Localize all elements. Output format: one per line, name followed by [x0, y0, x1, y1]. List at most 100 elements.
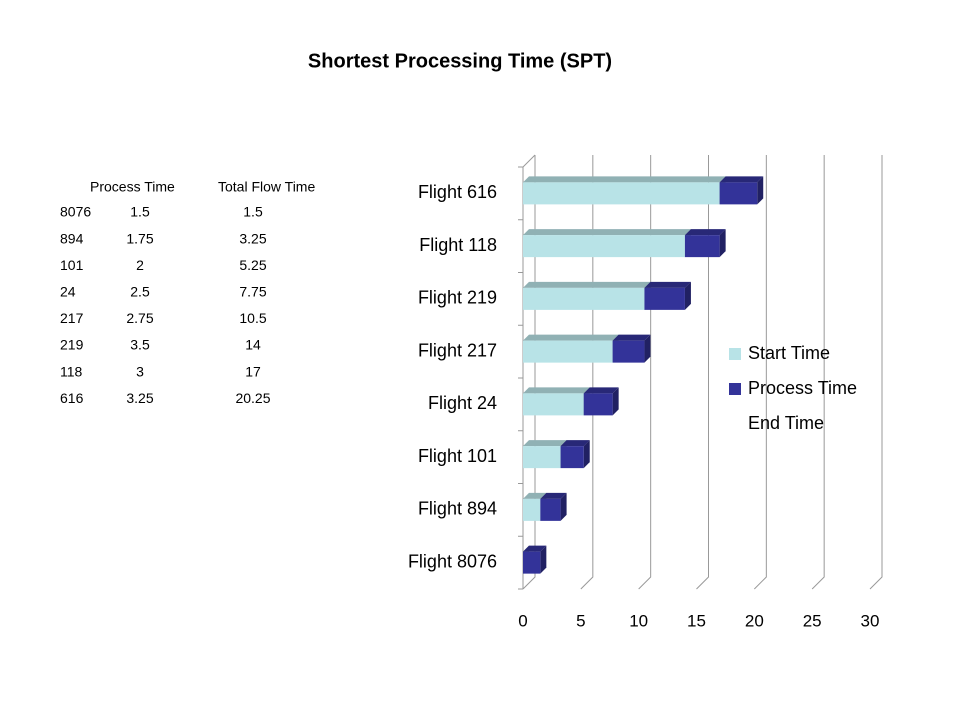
y-tick-label: Flight 894 [418, 499, 497, 519]
bar-top [612, 334, 651, 341]
bar [540, 492, 567, 521]
bar-side [757, 176, 764, 205]
x-tick-label: 30 [861, 611, 880, 630]
table-cell: 217 [60, 310, 84, 326]
table-cell: 894 [60, 230, 84, 246]
bar-top [523, 387, 590, 394]
bar-top [523, 229, 691, 236]
table-cell: 8076 [60, 204, 91, 220]
table-header: Total Flow Time [218, 179, 315, 195]
bar-top [523, 176, 726, 183]
bar-front [560, 446, 584, 469]
chart-title: Shortest Processing Time (SPT) [308, 50, 612, 72]
y-tick-label: Flight 217 [418, 340, 497, 360]
legend-swatch [729, 348, 741, 360]
bar-side [644, 334, 651, 363]
table-cell: 616 [60, 390, 84, 406]
y-tick-label: Flight 219 [418, 288, 497, 308]
bar-top [523, 440, 567, 447]
bar-front [612, 340, 645, 363]
legend-label: Process Time [748, 378, 857, 398]
bar-front [523, 182, 720, 205]
table-cell: 5.25 [239, 257, 266, 273]
bar-front [523, 446, 561, 469]
bar [523, 387, 590, 416]
table-cell: 3.25 [126, 390, 153, 406]
bar-top [523, 281, 651, 288]
bar-side [684, 281, 691, 310]
bar-side [719, 229, 726, 258]
bar [523, 229, 691, 258]
legend-swatch [729, 383, 741, 395]
bar [612, 334, 651, 363]
y-tick-label: Flight 118 [419, 235, 497, 255]
bar-front [583, 393, 613, 416]
bar [583, 387, 619, 416]
legend-label: End Time [748, 413, 824, 433]
y-tick-label: Flight 24 [428, 393, 497, 413]
bar-front [523, 498, 541, 521]
bar [523, 334, 619, 363]
x-tick-label: 0 [518, 611, 527, 630]
bar-front [523, 393, 584, 416]
bar-front [523, 235, 685, 258]
table-cell: 7.75 [239, 284, 266, 300]
bar-top [523, 334, 619, 341]
bar-front [644, 287, 685, 310]
bar-top [523, 545, 547, 552]
grid-line [580, 155, 594, 590]
bar-top [684, 229, 726, 236]
table-cell: 219 [60, 337, 84, 353]
grid-line [638, 155, 652, 590]
bar [523, 440, 567, 469]
bar-top [644, 281, 691, 288]
grid-line [811, 155, 825, 590]
bar-front [523, 551, 541, 574]
table-cell: 2.75 [126, 310, 153, 326]
y-tick-label: Flight 616 [418, 182, 497, 202]
table-cell: 118 [60, 363, 83, 379]
grid-line [869, 155, 883, 590]
x-tick-label: 25 [803, 611, 822, 630]
y-tick-label: Flight 101 [418, 446, 497, 466]
grid-line [522, 155, 536, 590]
y-tick-label: Flight 8076 [408, 551, 497, 571]
bar [523, 176, 726, 205]
bar [523, 281, 651, 310]
table-cell: 20.25 [235, 390, 270, 406]
bar [523, 545, 547, 574]
bar-side [583, 440, 590, 469]
bar [644, 281, 691, 310]
bar [560, 440, 590, 469]
table-cell: 1.5 [243, 204, 263, 220]
table-cell: 17 [245, 363, 261, 379]
axis-line [522, 154, 536, 168]
bar-front [684, 235, 720, 258]
table-cell: 1.5 [130, 204, 150, 220]
table-cell: 3.5 [130, 337, 150, 353]
bar-side [612, 387, 619, 416]
table-cell: 3 [136, 363, 144, 379]
table-cell: 1.75 [126, 230, 153, 246]
bar-front [523, 340, 613, 363]
x-tick-label: 10 [629, 611, 648, 630]
table-cell: 14 [245, 337, 261, 353]
bar-top [523, 492, 547, 499]
bar-side [560, 492, 567, 521]
bar-top [540, 492, 567, 499]
table-cell: 24 [60, 284, 76, 300]
bar-top [719, 176, 764, 183]
x-tick-label: 5 [576, 611, 585, 630]
bar [719, 176, 764, 205]
x-tick-label: 20 [745, 611, 764, 630]
table-cell: 101 [60, 257, 84, 273]
bar-front [719, 182, 758, 205]
x-tick-label: 15 [687, 611, 706, 630]
bar-front [540, 498, 561, 521]
table-cell: 2.5 [130, 284, 150, 300]
bar-top [583, 387, 619, 394]
table-cell: 3.25 [239, 230, 266, 246]
table-header: Process Time [90, 179, 175, 195]
bar [684, 229, 726, 258]
